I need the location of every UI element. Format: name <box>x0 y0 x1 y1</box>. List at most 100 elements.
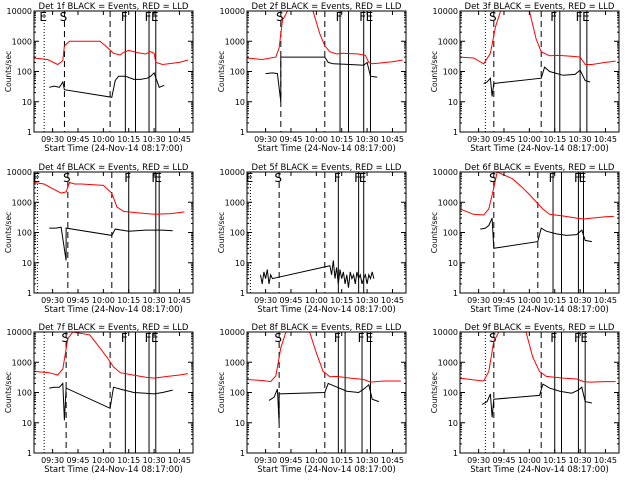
marker-label: E <box>154 171 162 185</box>
y-axis-label: Counts/sec <box>4 51 13 92</box>
marker-label: S <box>276 10 284 24</box>
panel-title: Det 7f BLACK = Events, RED = LLD <box>39 323 189 333</box>
panel-title: Det 4f BLACK = Events, RED = LLD <box>39 163 189 173</box>
x-axis-label: Start Time (24-Nov-14 08:17:00) <box>44 305 183 315</box>
plot-frame <box>33 331 194 454</box>
x-tick-label: 10:45 <box>594 456 617 465</box>
lld-series-line <box>460 11 616 65</box>
y-tick-label: 10000 <box>7 7 32 16</box>
x-tick-label: 10:15 <box>117 456 140 465</box>
y-tick-label: 10 <box>22 98 32 107</box>
x-tick-label: 10:30 <box>569 135 592 144</box>
x-tick-label: 10:30 <box>356 135 379 144</box>
plot-frame <box>246 331 407 454</box>
x-tick-label: 09:45 <box>66 135 89 144</box>
x-tick-label: 10:45 <box>168 296 191 305</box>
x-axis-label: Start Time (24-Nov-14 08:17:00) <box>470 465 609 475</box>
y-tick-label: 10 <box>448 98 458 107</box>
panel-title: Det 9f BLACK = Events, RED = LLD <box>465 323 615 333</box>
x-tick-label: 10:30 <box>569 296 592 305</box>
y-axis-label: Counts/sec <box>4 212 13 253</box>
y-tick-label: 100 <box>443 229 458 238</box>
y-tick-label: 10000 <box>433 328 458 337</box>
lld-series-line <box>34 332 188 379</box>
x-axis-label: Start Time (24-Nov-14 08:17:00) <box>257 465 396 475</box>
x-tick-label: 10:00 <box>518 296 541 305</box>
marker-label: F <box>550 331 557 345</box>
events-series-line <box>481 383 593 418</box>
y-axis-label: Counts/sec <box>217 372 226 413</box>
x-tick-label: 10:45 <box>168 135 191 144</box>
marker-label: F <box>336 10 343 24</box>
panel-title: Det 2f BLACK = Events, RED = LLD <box>252 2 402 12</box>
y-tick-label: 1 <box>453 128 458 137</box>
lld-series-line <box>460 172 614 220</box>
y-tick-label: 1000 <box>438 358 458 367</box>
y-tick-label: 1000 <box>438 198 458 207</box>
x-tick-label: 10:30 <box>143 296 166 305</box>
x-tick-label: 10:15 <box>543 296 566 305</box>
x-tick-label: 09:30 <box>467 135 490 144</box>
x-tick-label: 10:15 <box>330 135 353 144</box>
x-tick-label: 09:30 <box>254 135 277 144</box>
marker-label: E <box>151 10 159 24</box>
x-tick-label: 10:30 <box>143 135 166 144</box>
marker-label: E <box>359 171 367 185</box>
marker-label: S <box>63 171 71 185</box>
y-tick-label: 10000 <box>7 328 32 337</box>
panel-title: Det 1f BLACK = Events, RED = LLD <box>39 2 189 12</box>
y-tick-label: 100 <box>230 389 245 398</box>
x-tick-label: 10:45 <box>168 456 191 465</box>
y-tick-label: 10000 <box>433 168 458 177</box>
x-tick-label: 09:45 <box>492 296 515 305</box>
marker-label: F <box>574 171 581 185</box>
x-tick-label: 10:45 <box>381 135 404 144</box>
y-tick-label: 10000 <box>220 328 245 337</box>
events-series-line <box>483 66 591 97</box>
marker-label: E <box>39 10 47 24</box>
lld-series-line <box>247 332 401 383</box>
x-tick-label: 09:45 <box>279 456 302 465</box>
marker-label: F <box>151 171 158 185</box>
x-tick-label: 10:30 <box>356 296 379 305</box>
y-tick-label: 1 <box>240 449 245 458</box>
x-tick-label: 10:30 <box>356 456 379 465</box>
marker-label: F <box>121 331 128 345</box>
x-tick-label: 10:00 <box>92 296 115 305</box>
marker-label: E <box>582 10 590 24</box>
x-tick-label: 09:30 <box>41 456 64 465</box>
y-tick-label: 100 <box>17 389 32 398</box>
panel-title: Det 8f BLACK = Events, RED = LLD <box>252 323 402 333</box>
x-tick-label: 10:45 <box>594 296 617 305</box>
y-tick-label: 10 <box>22 419 32 428</box>
x-tick-label: 09:45 <box>279 296 302 305</box>
x-tick-label: 09:45 <box>66 456 89 465</box>
y-tick-label: 100 <box>443 68 458 77</box>
events-series-line <box>260 260 375 288</box>
y-tick-label: 1 <box>27 449 32 458</box>
y-tick-label: 10 <box>22 259 32 268</box>
y-axis-label: Counts/sec <box>430 212 439 253</box>
x-tick-label: 10:15 <box>543 456 566 465</box>
lld-series-line <box>34 40 189 66</box>
events-series-line <box>49 71 165 98</box>
marker-label: F <box>124 171 131 185</box>
x-tick-label: 10:15 <box>330 456 353 465</box>
x-tick-label: 09:30 <box>467 296 490 305</box>
marker-label: E <box>366 331 374 345</box>
x-tick-label: 10:00 <box>305 296 328 305</box>
x-tick-label: 09:30 <box>41 135 64 144</box>
y-tick-label: 10 <box>448 259 458 268</box>
x-tick-label: 10:30 <box>569 456 592 465</box>
y-tick-label: 100 <box>230 68 245 77</box>
marker-label: S <box>489 171 497 185</box>
x-tick-label: 10:00 <box>92 135 115 144</box>
x-tick-label: 09:45 <box>66 296 89 305</box>
marker-label: F <box>358 331 365 345</box>
